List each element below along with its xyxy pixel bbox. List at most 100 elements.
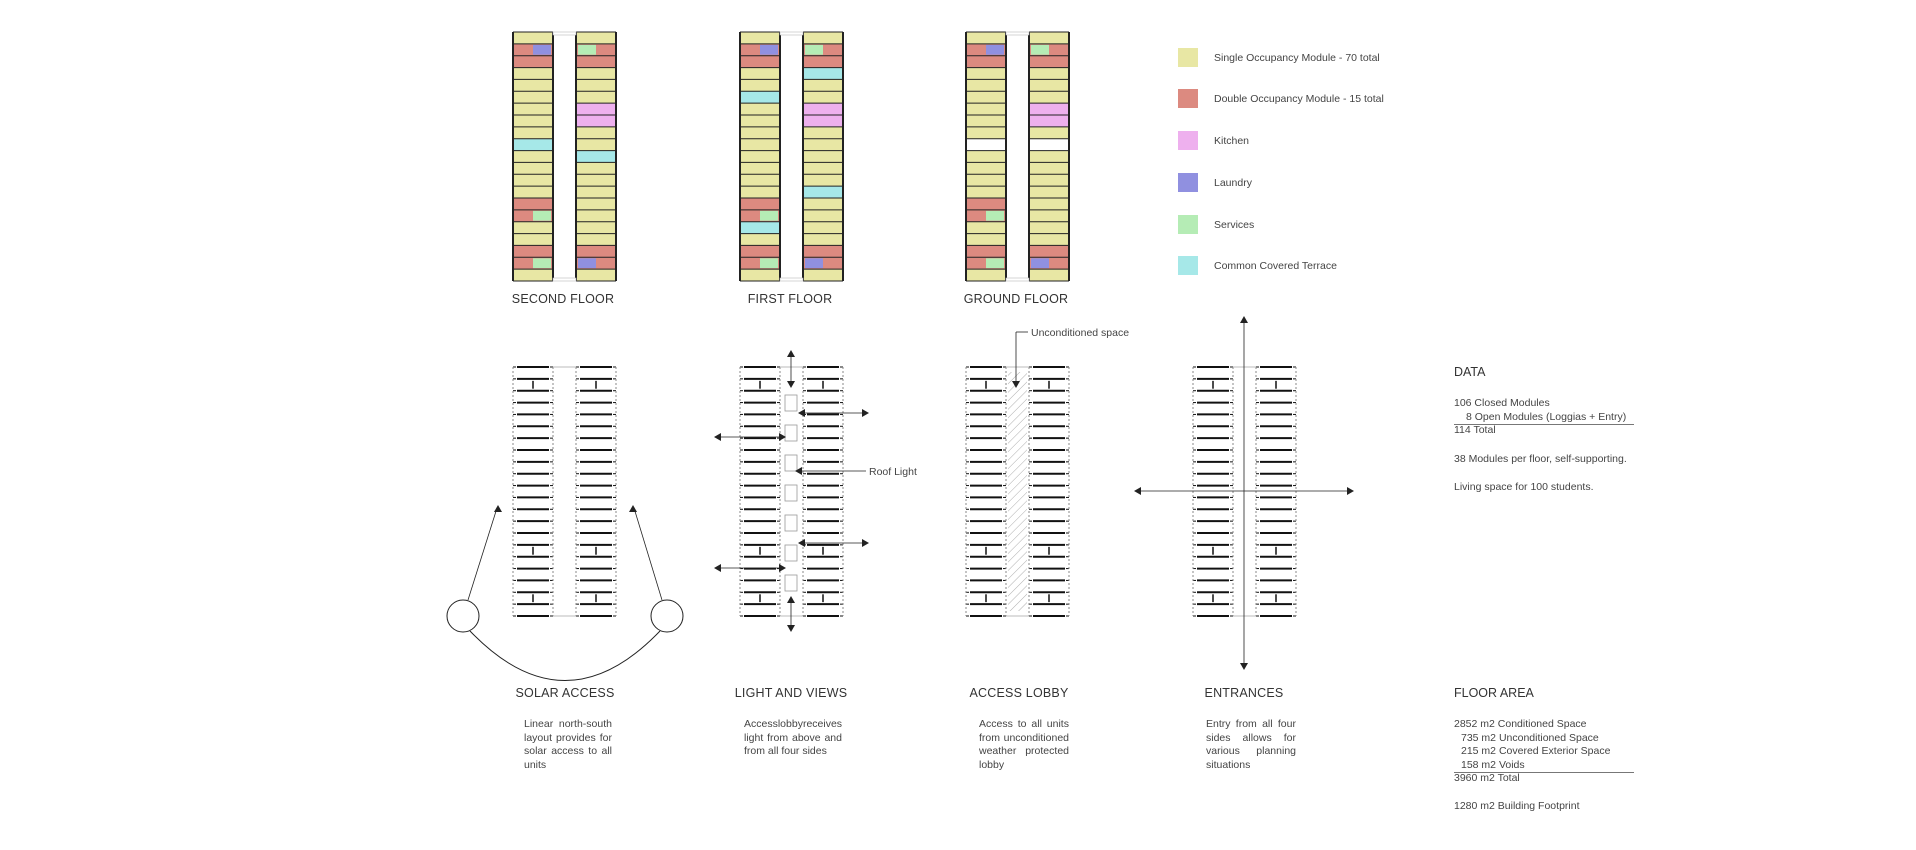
concept-title-solar: SOLAR ACCESS (515, 686, 615, 700)
module-cell (803, 79, 843, 92)
module-cell (803, 221, 843, 234)
module-cell (740, 91, 780, 104)
desc-word: Entry (1206, 718, 1231, 730)
arrowhead (1240, 663, 1248, 670)
desc-word: weather (979, 745, 1017, 758)
data-closed-modules: 106 Closed Modules (1454, 397, 1550, 409)
module-cell (576, 209, 616, 222)
floor-plan-1 (739, 31, 844, 282)
roof-light-icon (784, 424, 798, 442)
lobby-end (779, 277, 804, 282)
module-cell (966, 233, 1006, 246)
concept-title-entrances: ENTRANCES (1204, 686, 1284, 700)
floor-plan-0 (512, 31, 617, 282)
module-cell (513, 91, 553, 104)
module-cell (803, 115, 843, 127)
module-cell (1029, 174, 1069, 187)
arrowhead (494, 505, 502, 512)
area-covered-exterior: 215 m2 Covered Exterior Space (1461, 745, 1611, 758)
arrowhead (787, 381, 795, 388)
module-cell (576, 245, 616, 258)
sun-path-arc (469, 630, 661, 681)
module-cell (576, 91, 616, 104)
desc-word: light (744, 731, 764, 744)
module-cell (966, 245, 1006, 258)
arrowhead (779, 433, 786, 441)
lobby-end (552, 277, 577, 282)
concept-plan-0 (512, 366, 617, 617)
module-cell (576, 55, 616, 68)
concept-desc-entrances: Entry from all four sides allows for various p… (1206, 718, 1296, 771)
desc-word: Access (744, 718, 778, 730)
desc-word: all (1262, 718, 1273, 730)
module-cell (966, 269, 1006, 281)
module-cell (513, 162, 553, 175)
legend-label-terrace: Common Covered Terrace (1214, 259, 1337, 272)
lobby-end (552, 31, 577, 36)
concept-desc-lobby: Access to all units from unconditioned weath… (979, 718, 1069, 771)
desc-word: from (767, 731, 789, 744)
light-views-graphic (714, 350, 869, 632)
entrances-graphic (1134, 316, 1354, 670)
module-cell (740, 55, 780, 68)
module-cell (576, 198, 616, 210)
module-cell (966, 150, 1006, 163)
arrowhead (1240, 316, 1248, 323)
legend-swatch-double (1178, 89, 1198, 108)
module-cell (740, 138, 780, 151)
desc-word: layout (524, 731, 553, 744)
module-cell (513, 103, 553, 115)
module-cell (966, 103, 1006, 115)
arrowhead (787, 596, 795, 603)
module-cell (1029, 150, 1069, 163)
legend-swatch-terrace (1178, 256, 1198, 275)
roof-light-label: Roof Light (869, 466, 917, 478)
desc-word: access (551, 745, 584, 758)
module-cell (576, 233, 616, 246)
concept-plan-2 (965, 366, 1070, 617)
module-cell (803, 233, 843, 246)
roof-light-icon (784, 484, 798, 502)
module-cell (1029, 186, 1069, 198)
desc-word: for (1283, 731, 1296, 744)
lobby-end (1005, 31, 1030, 36)
arrowhead (1347, 487, 1354, 495)
desc-word: and (824, 731, 842, 744)
module-insert (760, 44, 778, 55)
sun-east-icon (446, 599, 480, 633)
module-cell (803, 126, 843, 139)
concept-plan-3 (1192, 366, 1297, 617)
module-insert (533, 44, 551, 55)
desc-word: provides (556, 731, 596, 744)
module-cell (740, 115, 780, 127)
module-cell (740, 198, 780, 210)
desc-word: Access (979, 718, 1013, 730)
module-cell (803, 245, 843, 258)
legend-item-kitchen: Kitchen (1178, 131, 1249, 150)
data-title: DATA (1454, 365, 1486, 379)
legend-label-single: Single Occupancy Module - 70 total (1214, 51, 1380, 64)
module-cell (513, 174, 553, 187)
module-cell (1029, 55, 1069, 68)
module-insert (986, 258, 1004, 269)
floor-area-breakdown: 2852 m2 Conditioned Space 735 m2 Uncondi… (1454, 718, 1610, 786)
module-cell (740, 126, 780, 139)
data-module-counts: 106 Closed Modules 8 Open Modules (Loggi… (1454, 397, 1626, 438)
unconditioned-space-label: Unconditioned space (1031, 327, 1130, 339)
module-cell (1029, 245, 1069, 258)
module-cell (576, 67, 616, 80)
module-cell (803, 186, 843, 198)
module-cell (1029, 79, 1069, 92)
module-cell (740, 245, 780, 258)
floor-title-second: SECOND FLOOR (511, 292, 615, 306)
legend-item-single: Single Occupancy Module - 70 total (1178, 48, 1380, 67)
module-cell (803, 174, 843, 187)
module-cell (513, 221, 553, 234)
module-cell (1029, 198, 1069, 210)
desc-word: to (1017, 718, 1027, 730)
legend-swatch-services (1178, 215, 1198, 234)
module-cell (740, 269, 780, 281)
module-cell (513, 233, 553, 246)
module-insert (760, 258, 778, 269)
module-cell (803, 150, 843, 163)
